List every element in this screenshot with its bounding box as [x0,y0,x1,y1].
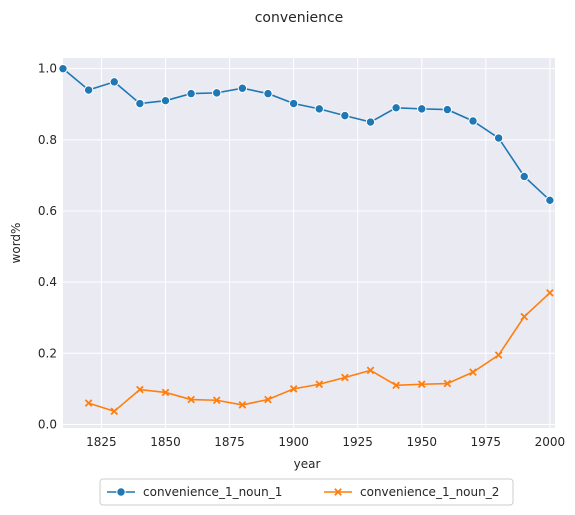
y-tick-label: 0.2 [38,346,57,360]
series-convenience_1_noun_2 [84,288,554,416]
legend-box [99,478,514,506]
data-point [186,88,196,99]
x-tick-label: 1825 [86,435,117,449]
data-point [237,83,248,93]
data-point [392,381,400,390]
data-point [263,88,273,99]
data-point [493,133,504,143]
data-point [546,288,554,297]
data-point [520,312,529,321]
data-point [136,385,144,394]
x-tick-label: 1975 [471,435,502,449]
plot-area [63,58,555,428]
legend-marker [334,488,342,496]
x-tick-label: 1850 [150,435,181,449]
y-axis-label: word% [9,223,23,264]
data-point [288,98,299,109]
data-point [494,351,503,359]
data-point [391,103,401,113]
data-point [417,380,426,389]
data-point [417,104,427,114]
data-point [84,399,93,407]
series-layer [58,63,555,416]
data-point [212,396,221,405]
y-tick-label: 0.0 [38,417,57,431]
data-point [442,104,453,115]
y-tick-label: 0.6 [38,204,57,218]
series-convenience_1_noun_1 [58,63,555,206]
data-point [212,88,222,98]
data-point [443,379,452,388]
y-tick-label: 0.4 [38,275,57,289]
data-point [469,368,477,376]
data-point [238,401,247,409]
data-point [58,63,68,74]
x-tick-labels: 1825 1850 1875 1900 1925 1950 1975 2000 [86,435,565,449]
data-point [160,95,171,106]
x-tick-label: 1875 [214,435,245,449]
legend-entry: convenience_1_noun_2 [324,485,499,499]
data-point [109,77,119,87]
data-point [340,110,350,121]
data-point [315,380,324,389]
y-gridlines [63,68,555,425]
data-point [314,104,324,114]
y-tick-labels: 0.0 0.2 0.4 0.6 0.8 1.0 [38,62,57,432]
data-point [519,171,529,182]
data-point [161,388,170,397]
x-gridlines [100,58,551,428]
legend: convenience_1_noun_1 convenience_1_noun_2 [99,478,514,506]
data-point [187,395,195,404]
data-point [83,85,94,95]
x-tick-label: 1950 [406,435,437,449]
data-point [289,385,298,393]
y-tick-label: 1.0 [38,62,57,76]
data-point [341,373,349,382]
legend-marker [116,487,126,497]
data-point [366,366,375,375]
x-tick-label: 1925 [342,435,373,449]
data-point [365,117,376,127]
data-point [468,116,478,126]
data-point [135,98,145,109]
x-tick-label: 2000 [535,435,566,449]
chart-title: convenience [255,10,344,26]
data-point [264,395,272,404]
legend-entry: convenience_1_noun_1 [107,485,282,499]
legend-label: convenience_1_noun_1 [143,485,282,499]
x-axis-label: year [294,457,321,471]
data-point [110,407,119,416]
x-tick-label: 1900 [278,435,309,449]
legend-label: convenience_1_noun_2 [360,485,499,499]
data-point [545,195,555,206]
y-tick-label: 0.8 [38,133,57,147]
